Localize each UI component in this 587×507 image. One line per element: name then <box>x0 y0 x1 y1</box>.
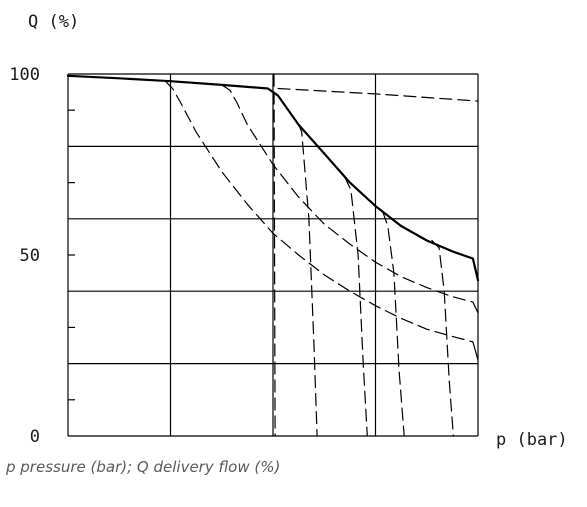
tick-labels: 0100200300400050100 <box>9 65 40 447</box>
series-line-4 <box>221 84 474 303</box>
series-line-0 <box>66 74 480 282</box>
y-axis-title: Q (%) <box>28 12 79 32</box>
flow-pressure-chart: 0100200300400050100 Q (%) p (bar) <box>9 12 568 450</box>
series-line-9 <box>382 211 405 437</box>
series-line-5 <box>472 301 479 314</box>
series-line-6 <box>273 73 276 437</box>
series-line-1 <box>277 87 479 102</box>
minor-ticks <box>68 109 75 401</box>
y-tick-label-1: 50 <box>20 246 40 266</box>
y-tick-label-0: 0 <box>30 427 40 447</box>
grid <box>67 73 479 437</box>
series-line-3 <box>472 341 479 361</box>
x-axis-title: p (bar) <box>496 430 568 450</box>
series-line-8 <box>344 176 368 437</box>
series-line-10 <box>431 239 454 437</box>
series-group <box>66 73 480 437</box>
y-tick-label-2: 100 <box>9 65 40 85</box>
chart-caption: p pressure (bar); Q delivery flow (%) <box>6 458 281 476</box>
series-line-7 <box>298 124 318 437</box>
series-line-2 <box>164 80 474 343</box>
